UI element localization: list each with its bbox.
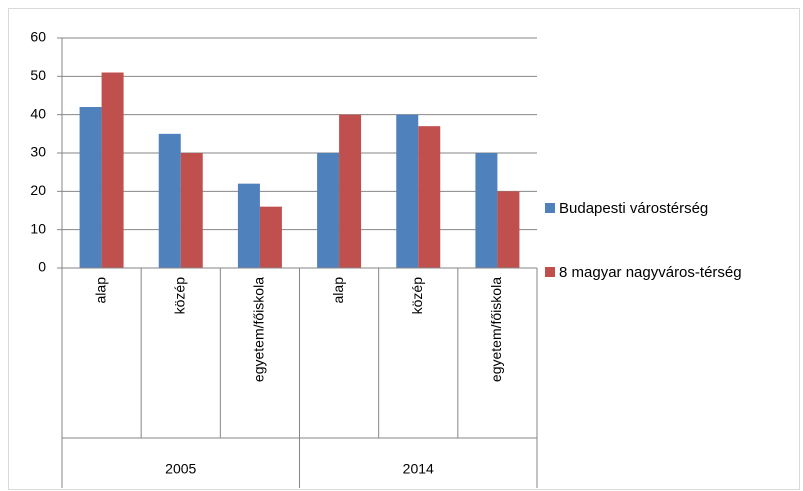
bar bbox=[101, 72, 124, 268]
x-tick-label: közép bbox=[409, 277, 425, 315]
bar bbox=[317, 153, 340, 268]
chart-border bbox=[8, 8, 800, 490]
bar bbox=[79, 107, 102, 268]
x-tick-label: egyetem/főiskola bbox=[488, 277, 504, 382]
y-tick-label: 60 bbox=[30, 29, 46, 45]
group-label: 2005 bbox=[165, 461, 196, 477]
bar bbox=[497, 191, 520, 268]
y-tick-label: 0 bbox=[38, 259, 46, 275]
legend-swatch bbox=[545, 267, 555, 277]
y-tick-label: 40 bbox=[30, 105, 46, 121]
x-tick-label: alap bbox=[330, 277, 346, 304]
y-tick-label: 20 bbox=[30, 182, 46, 198]
bar bbox=[396, 114, 419, 269]
x-tick-label: egyetem/főiskola bbox=[251, 277, 267, 382]
y-tick-label: 50 bbox=[30, 67, 46, 83]
bar bbox=[475, 153, 498, 268]
bar bbox=[158, 133, 181, 268]
y-tick-label: 10 bbox=[30, 220, 46, 236]
y-tick-label: 30 bbox=[30, 144, 46, 160]
x-tick-label: közép bbox=[171, 277, 187, 315]
legend-label: 8 magyar nagyváros-térség bbox=[559, 264, 742, 281]
bar bbox=[237, 183, 260, 268]
bar bbox=[180, 153, 203, 268]
x-tick-label: alap bbox=[92, 277, 108, 304]
bar bbox=[339, 114, 362, 269]
legend-item: Budapesti várostérség bbox=[545, 198, 749, 220]
legend-label: Budapesti várostérség bbox=[559, 200, 709, 217]
legend-swatch bbox=[545, 203, 555, 213]
group-label: 2014 bbox=[403, 461, 434, 477]
bar bbox=[259, 206, 282, 268]
bar bbox=[418, 126, 441, 269]
legend-item: 8 magyar nagyváros-térség bbox=[545, 262, 749, 284]
